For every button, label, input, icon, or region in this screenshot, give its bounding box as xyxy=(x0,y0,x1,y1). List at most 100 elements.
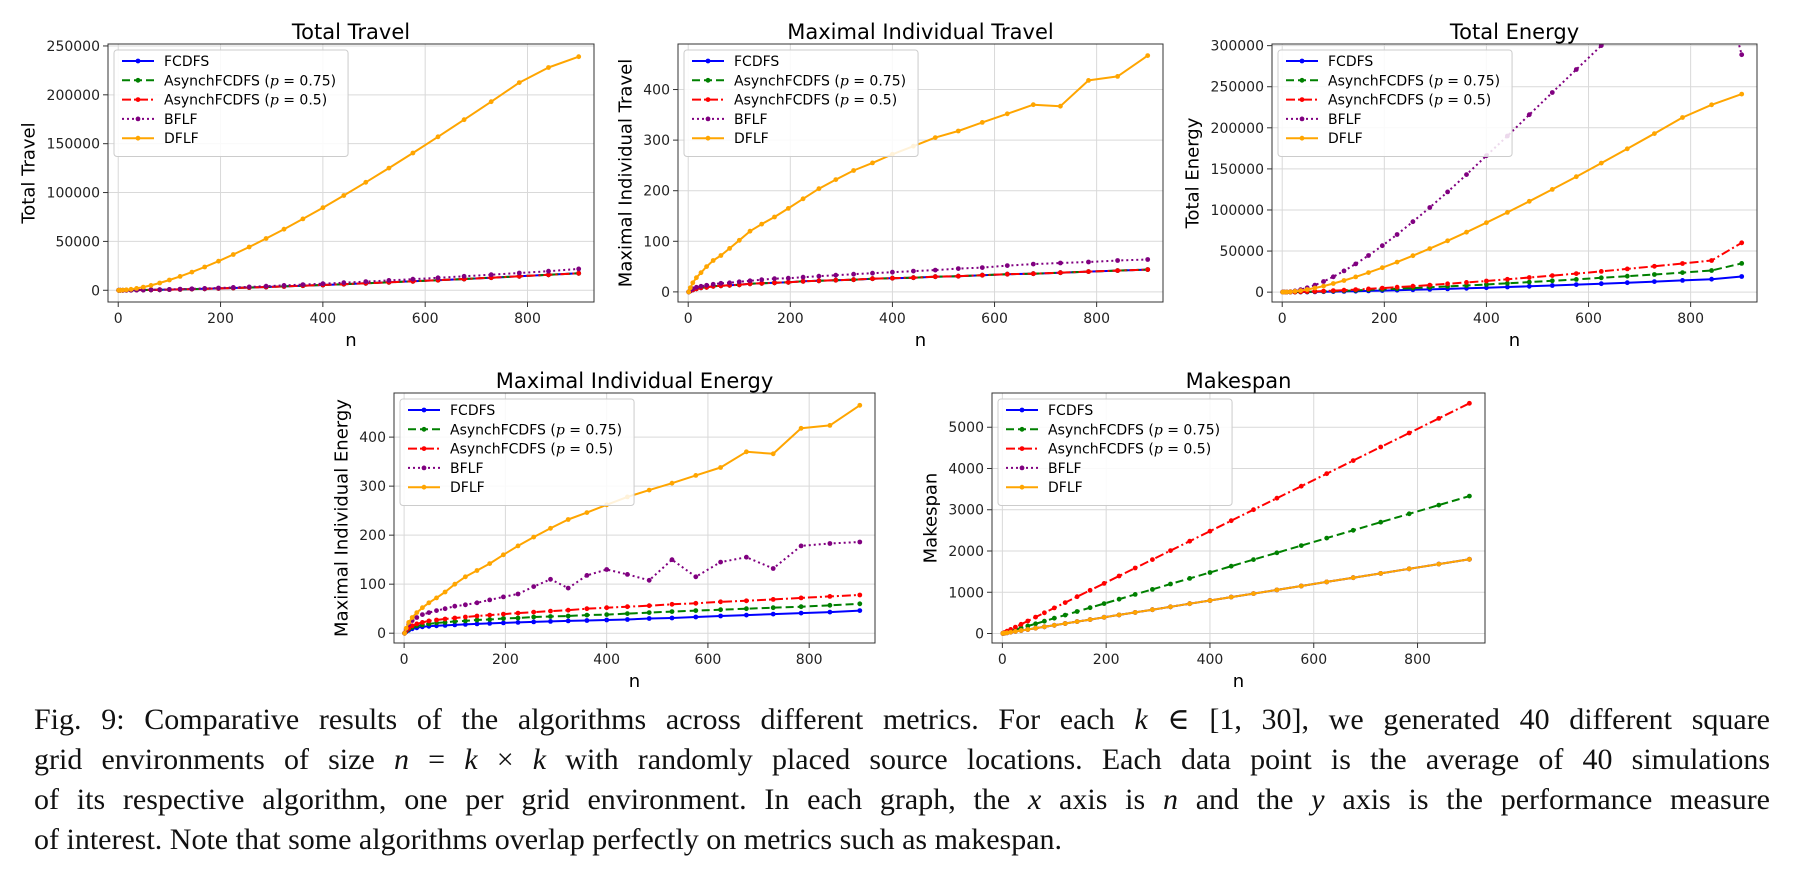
data-point xyxy=(1549,273,1555,278)
legend-item: BFLF xyxy=(692,112,768,128)
caption-line-1: Fig. 9: Comparative results of the algor… xyxy=(34,703,1770,736)
legend: FCDFS AsynchFCDFS (p = 0.75) AsynchFCDFS (… xyxy=(1277,49,1513,157)
caption-line-3: of its respective algorithm, one per gri… xyxy=(34,783,1771,816)
data-point xyxy=(474,613,480,619)
data-point xyxy=(1058,270,1063,276)
data-point xyxy=(1366,286,1371,292)
data-point xyxy=(1526,283,1532,289)
data-point xyxy=(1004,271,1010,277)
series-4 xyxy=(402,539,863,636)
data-point xyxy=(1652,272,1657,277)
data-point xyxy=(625,604,630,610)
data-point xyxy=(718,559,723,565)
data-point xyxy=(1145,267,1151,272)
data-point xyxy=(833,277,839,283)
data-point xyxy=(1101,601,1107,606)
data-point xyxy=(1207,570,1213,575)
legend-item: AsynchFCDFS (p = 0.75) xyxy=(1006,422,1220,438)
legend-item: AsynchFCDFS (p = 0.5) xyxy=(1006,442,1211,458)
data-point xyxy=(189,286,195,292)
data-point xyxy=(955,273,961,279)
data-point xyxy=(1378,571,1384,576)
data-point xyxy=(548,614,553,619)
data-point xyxy=(1366,270,1371,275)
data-point xyxy=(420,620,425,625)
data-point xyxy=(851,277,856,283)
data-point xyxy=(202,286,208,291)
series-5 xyxy=(116,54,582,293)
data-point xyxy=(1013,629,1018,634)
data-point xyxy=(300,282,306,287)
data-point xyxy=(744,554,749,560)
data-point xyxy=(1625,19,1630,24)
plot-frame xyxy=(991,392,1486,644)
data-point xyxy=(1330,274,1336,280)
data-point xyxy=(1436,561,1442,567)
legend-frame xyxy=(113,49,349,157)
data-point xyxy=(548,608,553,614)
data-point xyxy=(1484,282,1489,287)
data-point xyxy=(1115,258,1120,263)
data-point xyxy=(1101,614,1107,620)
legend-label: DFLF xyxy=(1328,131,1363,147)
x-tick-label: 400 xyxy=(879,311,906,327)
data-point xyxy=(625,572,630,577)
data-point xyxy=(463,622,468,627)
data-point xyxy=(414,615,420,620)
data-point xyxy=(1207,528,1213,534)
data-point xyxy=(1484,278,1489,284)
legend-item: BFLF xyxy=(1006,461,1082,477)
data-point xyxy=(516,273,522,279)
data-point xyxy=(546,268,551,274)
data-point xyxy=(474,600,480,606)
y-tick-label: 1000 xyxy=(948,585,984,601)
data-point xyxy=(263,283,269,289)
data-point xyxy=(785,279,791,285)
data-point xyxy=(1025,627,1031,632)
data-point xyxy=(744,606,749,612)
legend-marker xyxy=(1019,407,1025,413)
data-point xyxy=(698,283,704,289)
data-point xyxy=(690,280,696,286)
x-tick-label: 600 xyxy=(1300,652,1327,668)
data-point xyxy=(1132,565,1138,571)
data-point xyxy=(1087,587,1093,593)
x-axis-label: n xyxy=(345,330,356,351)
data-point xyxy=(1321,288,1326,294)
data-point xyxy=(718,465,723,470)
legend-item: AsynchFCDFS (p = 0.75) xyxy=(1286,73,1500,89)
data-point xyxy=(1115,268,1120,273)
data-point xyxy=(736,279,742,285)
data-point xyxy=(1116,612,1122,618)
data-point xyxy=(442,620,448,625)
plot-frame xyxy=(393,392,876,644)
legend-marker xyxy=(421,426,427,432)
data-point xyxy=(140,284,146,290)
data-point xyxy=(1549,283,1555,288)
data-point xyxy=(463,618,468,624)
data-point xyxy=(434,595,439,601)
data-point xyxy=(1330,288,1336,293)
legend-label: AsynchFCDFS (p = 0.5) xyxy=(450,442,613,458)
data-point xyxy=(798,595,804,601)
data-point xyxy=(1394,284,1400,290)
data-point xyxy=(167,277,172,283)
data-point xyxy=(1298,483,1304,489)
data-point xyxy=(1436,416,1442,421)
data-point xyxy=(565,607,571,613)
data-point xyxy=(1025,618,1031,624)
legend-item: AsynchFCDFS (p = 0.5) xyxy=(1286,93,1491,109)
data-point xyxy=(1274,587,1280,593)
data-point xyxy=(646,487,652,493)
legend: FCDFS AsynchFCDFS (p = 0.75) AsynchFCDFS (… xyxy=(399,398,635,506)
data-point xyxy=(565,613,571,619)
data-point xyxy=(1573,282,1579,287)
data-point xyxy=(1062,612,1068,618)
data-point xyxy=(1464,229,1469,235)
legend-label: AsynchFCDFS (p = 0.5) xyxy=(1048,442,1211,458)
data-point xyxy=(1445,281,1450,287)
x-axis-label: n xyxy=(629,671,640,692)
data-point xyxy=(1379,265,1385,271)
data-point xyxy=(1116,596,1122,602)
data-point xyxy=(1004,630,1010,636)
